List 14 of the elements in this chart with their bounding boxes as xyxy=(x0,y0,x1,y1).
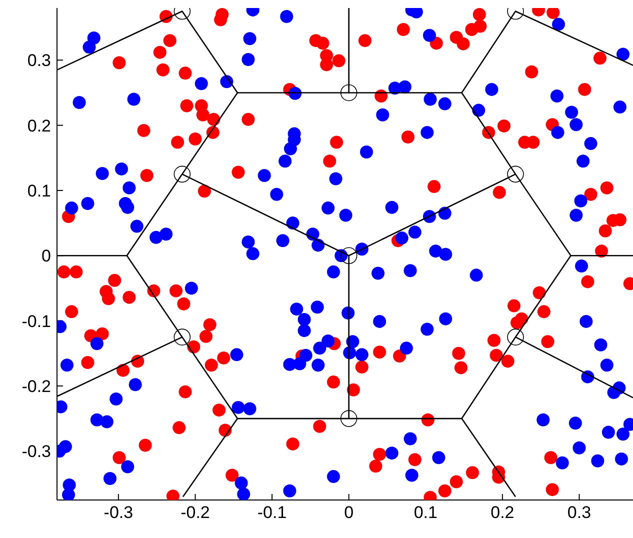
x-tick-label: -0.2 xyxy=(180,503,210,522)
y-tick-label: 0 xyxy=(42,246,51,266)
x-tick-label: 0.1 xyxy=(414,503,438,522)
y-tick-label: -0.2 xyxy=(22,376,51,396)
x-tick-label: -0.3 xyxy=(104,503,134,522)
y-tick-label: 0.2 xyxy=(27,116,51,136)
y-tick-label: 0.3 xyxy=(27,51,51,70)
x-tick-label: 0 xyxy=(344,503,354,522)
x-tick-label: 0.2 xyxy=(490,503,514,522)
y-tick-label: -0.1 xyxy=(22,312,51,331)
x-tick-label: -0.1 xyxy=(257,503,287,522)
y-tick-label: 0.1 xyxy=(27,182,51,200)
x-tick-label: 0.3 xyxy=(567,503,592,522)
y-tick-label: -0.3 xyxy=(22,442,51,462)
